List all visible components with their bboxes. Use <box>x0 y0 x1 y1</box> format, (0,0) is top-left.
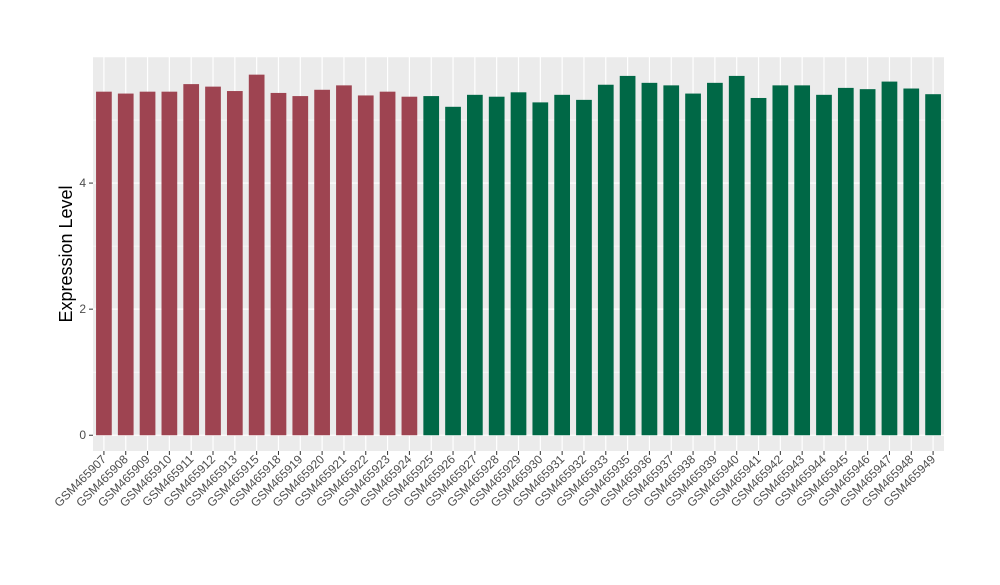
bar-GSM465920 <box>314 89 330 436</box>
bar-GSM465941 <box>750 97 767 436</box>
bar-GSM465947 <box>881 81 898 436</box>
y-axis-title: Expression Level <box>56 185 76 322</box>
bar-GSM465949 <box>925 94 941 436</box>
bar-GSM465910 <box>161 91 178 436</box>
bar-GSM465942 <box>772 85 789 436</box>
bar-GSM465943 <box>794 85 811 436</box>
bar-GSM465927 <box>467 94 483 436</box>
bar-GSM465946 <box>859 89 876 436</box>
bar-GSM465925 <box>423 96 440 436</box>
bar-GSM465907 <box>96 91 112 436</box>
bar-GSM465926 <box>445 106 461 436</box>
y-axis: 0 2 4 <box>79 176 93 442</box>
x-axis: GSM465907GSM465908GSM465909GSM465910GSM4… <box>51 451 938 510</box>
bar-GSM465912 <box>205 86 221 436</box>
bar-GSM465936 <box>641 82 658 436</box>
bar-GSM465908 <box>117 93 134 436</box>
bar-GSM465923 <box>379 91 396 436</box>
bar-GSM465937 <box>663 85 680 436</box>
y-tick-label: 4 <box>79 176 86 190</box>
bar-GSM465938 <box>685 93 701 436</box>
bar-GSM465944 <box>816 94 832 436</box>
bar-GSM465911 <box>183 84 200 436</box>
bar-GSM465935 <box>619 75 636 436</box>
bar-GSM465933 <box>597 84 614 436</box>
bar-GSM465913 <box>226 91 243 436</box>
bar-GSM465945 <box>837 87 854 436</box>
bar-GSM465918 <box>270 92 287 436</box>
bar-GSM465931 <box>554 94 570 436</box>
bar-GSM465928 <box>488 96 505 436</box>
bar-GSM465921 <box>336 85 352 436</box>
bar-GSM465909 <box>139 91 156 436</box>
bar-GSM465948 <box>903 88 920 436</box>
bar-GSM465929 <box>510 92 527 436</box>
y-tick-label: 2 <box>79 302 86 316</box>
bar-GSM465919 <box>292 96 309 436</box>
bar-GSM465939 <box>707 82 723 436</box>
bar-GSM465932 <box>576 99 592 436</box>
bar-GSM465930 <box>532 102 549 436</box>
bars <box>96 74 941 436</box>
bar-GSM465940 <box>728 75 745 436</box>
bar-GSM465915 <box>248 74 265 436</box>
y-tick-label: 0 <box>79 428 86 442</box>
bar-GSM465924 <box>401 96 418 436</box>
bar-GSM465922 <box>357 95 374 436</box>
